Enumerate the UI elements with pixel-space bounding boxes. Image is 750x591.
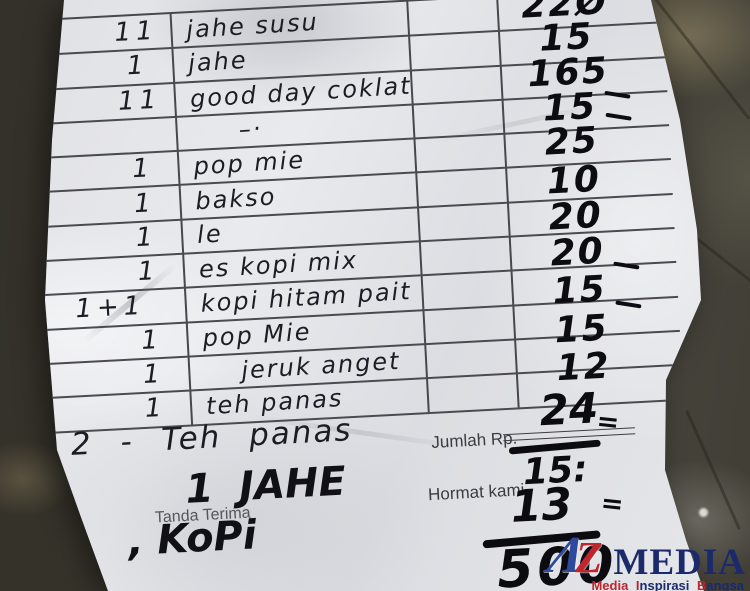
subtotal-2: 13 <box>509 478 574 533</box>
column-header-banyaknya: BANYAKNYA <box>63 0 181 5</box>
watermark-tagline: Media Inspirasi Bangsa <box>540 578 746 591</box>
qty-value: 11 <box>117 84 162 117</box>
qty-value: 1 <box>133 187 157 219</box>
qty-value: 1 <box>126 50 150 82</box>
az-logo-icon: Λ Z <box>542 527 612 584</box>
item-name: pop mie <box>192 145 306 181</box>
item-name: le <box>196 219 224 249</box>
qty-value: 1 <box>135 221 159 253</box>
qty-value: 1 <box>136 256 161 288</box>
media-watermark: Λ Z MEDIA Media Inspirasi Bangsa <box>540 527 746 591</box>
item-name: pop Mie <box>201 317 313 352</box>
tagline-word: Media <box>591 578 629 591</box>
tagline-word: Bangsa <box>697 578 744 591</box>
qty-value: 1 <box>131 153 155 185</box>
equals-mark: = <box>594 405 621 439</box>
overdash-stroke <box>604 90 631 99</box>
qty-value: 1 <box>140 324 164 356</box>
qty-value: 1 <box>142 358 166 390</box>
logo-letter-z: Z <box>575 533 603 582</box>
item-name: jahe susu <box>185 7 320 44</box>
tagline-word: Inspirasi <box>635 578 690 591</box>
item-name: –· <box>237 114 264 144</box>
overdash-stroke <box>615 300 642 309</box>
qty-value: 11 <box>113 15 159 48</box>
overdash-stroke <box>613 261 640 270</box>
footer-note-2: 1 JAHE <box>184 458 347 513</box>
watermark-brand: MEDIA <box>613 541 746 583</box>
item-name: jahe <box>187 46 249 78</box>
item-name: jeruk anget <box>240 346 402 385</box>
pebble <box>699 508 708 517</box>
qty-value: 1+1 <box>74 291 147 325</box>
equals-mark: = <box>599 487 626 521</box>
item-name: es kopi mix <box>198 245 359 284</box>
item-name: bakso <box>194 181 278 215</box>
footer-note-3: , KoPi <box>126 512 258 565</box>
